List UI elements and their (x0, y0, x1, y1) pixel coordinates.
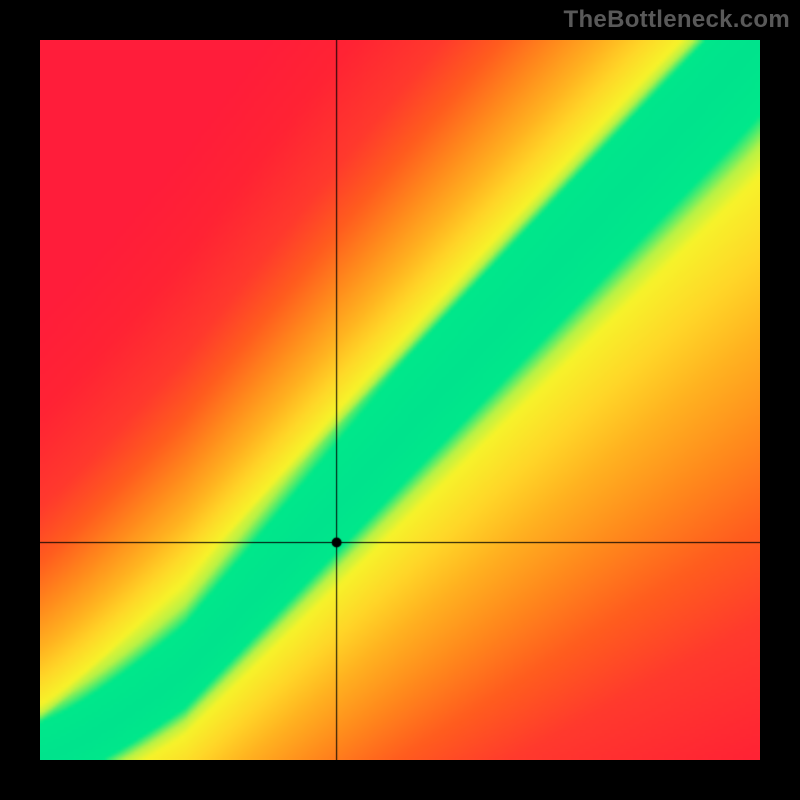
bottleneck-heatmap (40, 40, 760, 760)
watermark-text: TheBottleneck.com (564, 6, 790, 34)
heatmap-canvas (40, 40, 760, 760)
